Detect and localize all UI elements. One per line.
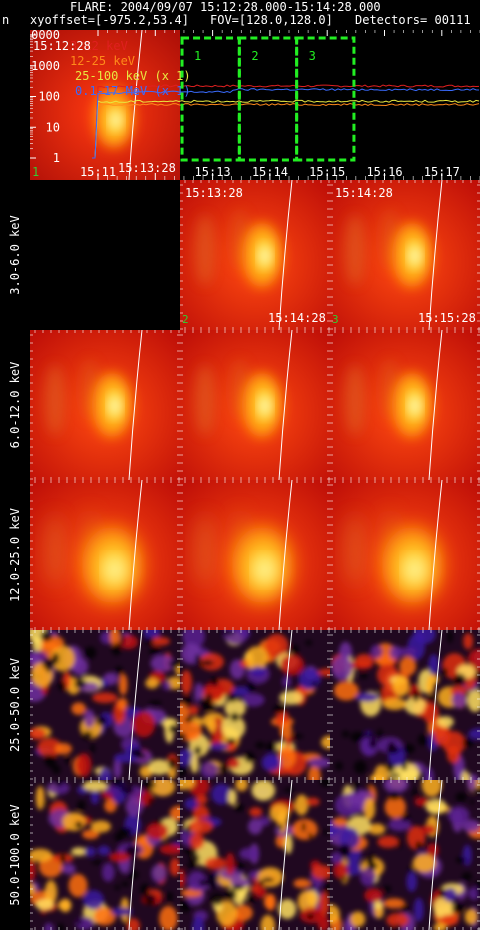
map-image: [180, 330, 330, 480]
map-panel-r3-c2: [180, 480, 330, 630]
map-image: [330, 780, 480, 930]
map-image: [180, 180, 330, 330]
map-panel-r2-c2: [180, 330, 330, 480]
map-panel-r2-c1: [30, 330, 180, 480]
map-panel-r4-c3: [330, 630, 480, 780]
x-tick-label: 15:11: [80, 165, 116, 179]
y-tick-label: 10: [46, 120, 60, 134]
map-panel-r5-c1: [30, 780, 180, 930]
interval-number: 3: [309, 49, 316, 63]
legend-entry: 25-100 keV (x 1): [75, 69, 191, 83]
lightcurve-series: [92, 84, 480, 159]
map-image: [180, 780, 330, 930]
interval-number: 2: [251, 49, 258, 63]
panel-3-end-time: 15:15:28: [418, 311, 476, 325]
map-panel-r5-c2: [180, 780, 330, 930]
y-tick-label: 100: [38, 90, 60, 104]
map-panel-r4-c2: [180, 630, 330, 780]
y-tick-label: 1000: [31, 59, 60, 73]
row-label-50-100: 50.0-100.0 keV: [8, 804, 22, 906]
map-image: [330, 480, 480, 630]
map-image: [180, 630, 330, 780]
row-label-6-12: 6.0-12.0 keV: [8, 361, 22, 449]
legend-entry: 0.1-17 MeV (x 1): [75, 84, 191, 98]
lightcurve-series: [92, 88, 480, 159]
xyoffset-readout: xyoffset=[-975.2,53.4]: [30, 13, 189, 27]
x-tick-label: 15:13: [195, 165, 231, 179]
inset-end-time: 15:13:28: [118, 161, 176, 175]
interval-box: [295, 36, 356, 162]
lightcurve-series: [92, 102, 480, 159]
row-label-3-6: 3.0-6.0 keV: [8, 215, 22, 295]
map-image: [330, 630, 480, 780]
x-tick-label: 15:16: [366, 165, 402, 179]
inset-number: 1: [32, 165, 39, 179]
panel-2-end-time: 15:14:28: [268, 311, 326, 325]
left-clipped-text: n: [2, 13, 10, 27]
detectors-readout: Detectors= 00111: [355, 13, 471, 27]
lightcurve-series: [92, 99, 480, 159]
map-image: [330, 330, 480, 480]
legend-entry: 12-25 keV: [70, 54, 135, 68]
panel-2-start-time: 15:13:28: [185, 186, 243, 200]
legend-entry: 3-12 keV: [70, 39, 128, 53]
map-panel-r2-c3: [330, 330, 480, 480]
map-panel-r3-c1: [30, 480, 180, 630]
x-tick-label: 15:15: [309, 165, 345, 179]
interval-box: [180, 36, 241, 162]
map-panel-r1-c3: [330, 180, 480, 330]
x-tick-label: 15:17: [424, 165, 460, 179]
row-label-25-50: 25.0-50.0 keV: [8, 658, 22, 752]
x-tick-label: 15:14: [252, 165, 288, 179]
map-panel-r4-c1: [30, 630, 180, 780]
map-image: [30, 630, 180, 780]
y-tick-label: 1: [53, 151, 60, 165]
inset-start-time: 15:12:28: [33, 39, 91, 53]
panel-3-number: 3: [332, 313, 339, 326]
interval-box: [237, 36, 299, 162]
map-image: [30, 480, 180, 630]
plot-title: FLARE: 2004/09/07 15:12:28.000-15:14:28.…: [70, 0, 381, 14]
map-panel-r5-c3: [330, 780, 480, 930]
panel-3-start-time: 15:14:28: [335, 186, 393, 200]
map-panel-r3-c3: [330, 480, 480, 630]
map-image: [180, 480, 330, 630]
map-panel-r1-c2: [180, 180, 330, 330]
map-image: [30, 780, 180, 930]
map-image: [30, 330, 180, 480]
map-image: [330, 180, 480, 330]
panel-2-number: 2: [182, 313, 189, 326]
row-label-12-25: 12.0-25.0 keV: [8, 508, 22, 602]
interval-number: 1: [194, 49, 201, 63]
fov-readout: FOV=[128.0,128.0]: [210, 13, 333, 27]
